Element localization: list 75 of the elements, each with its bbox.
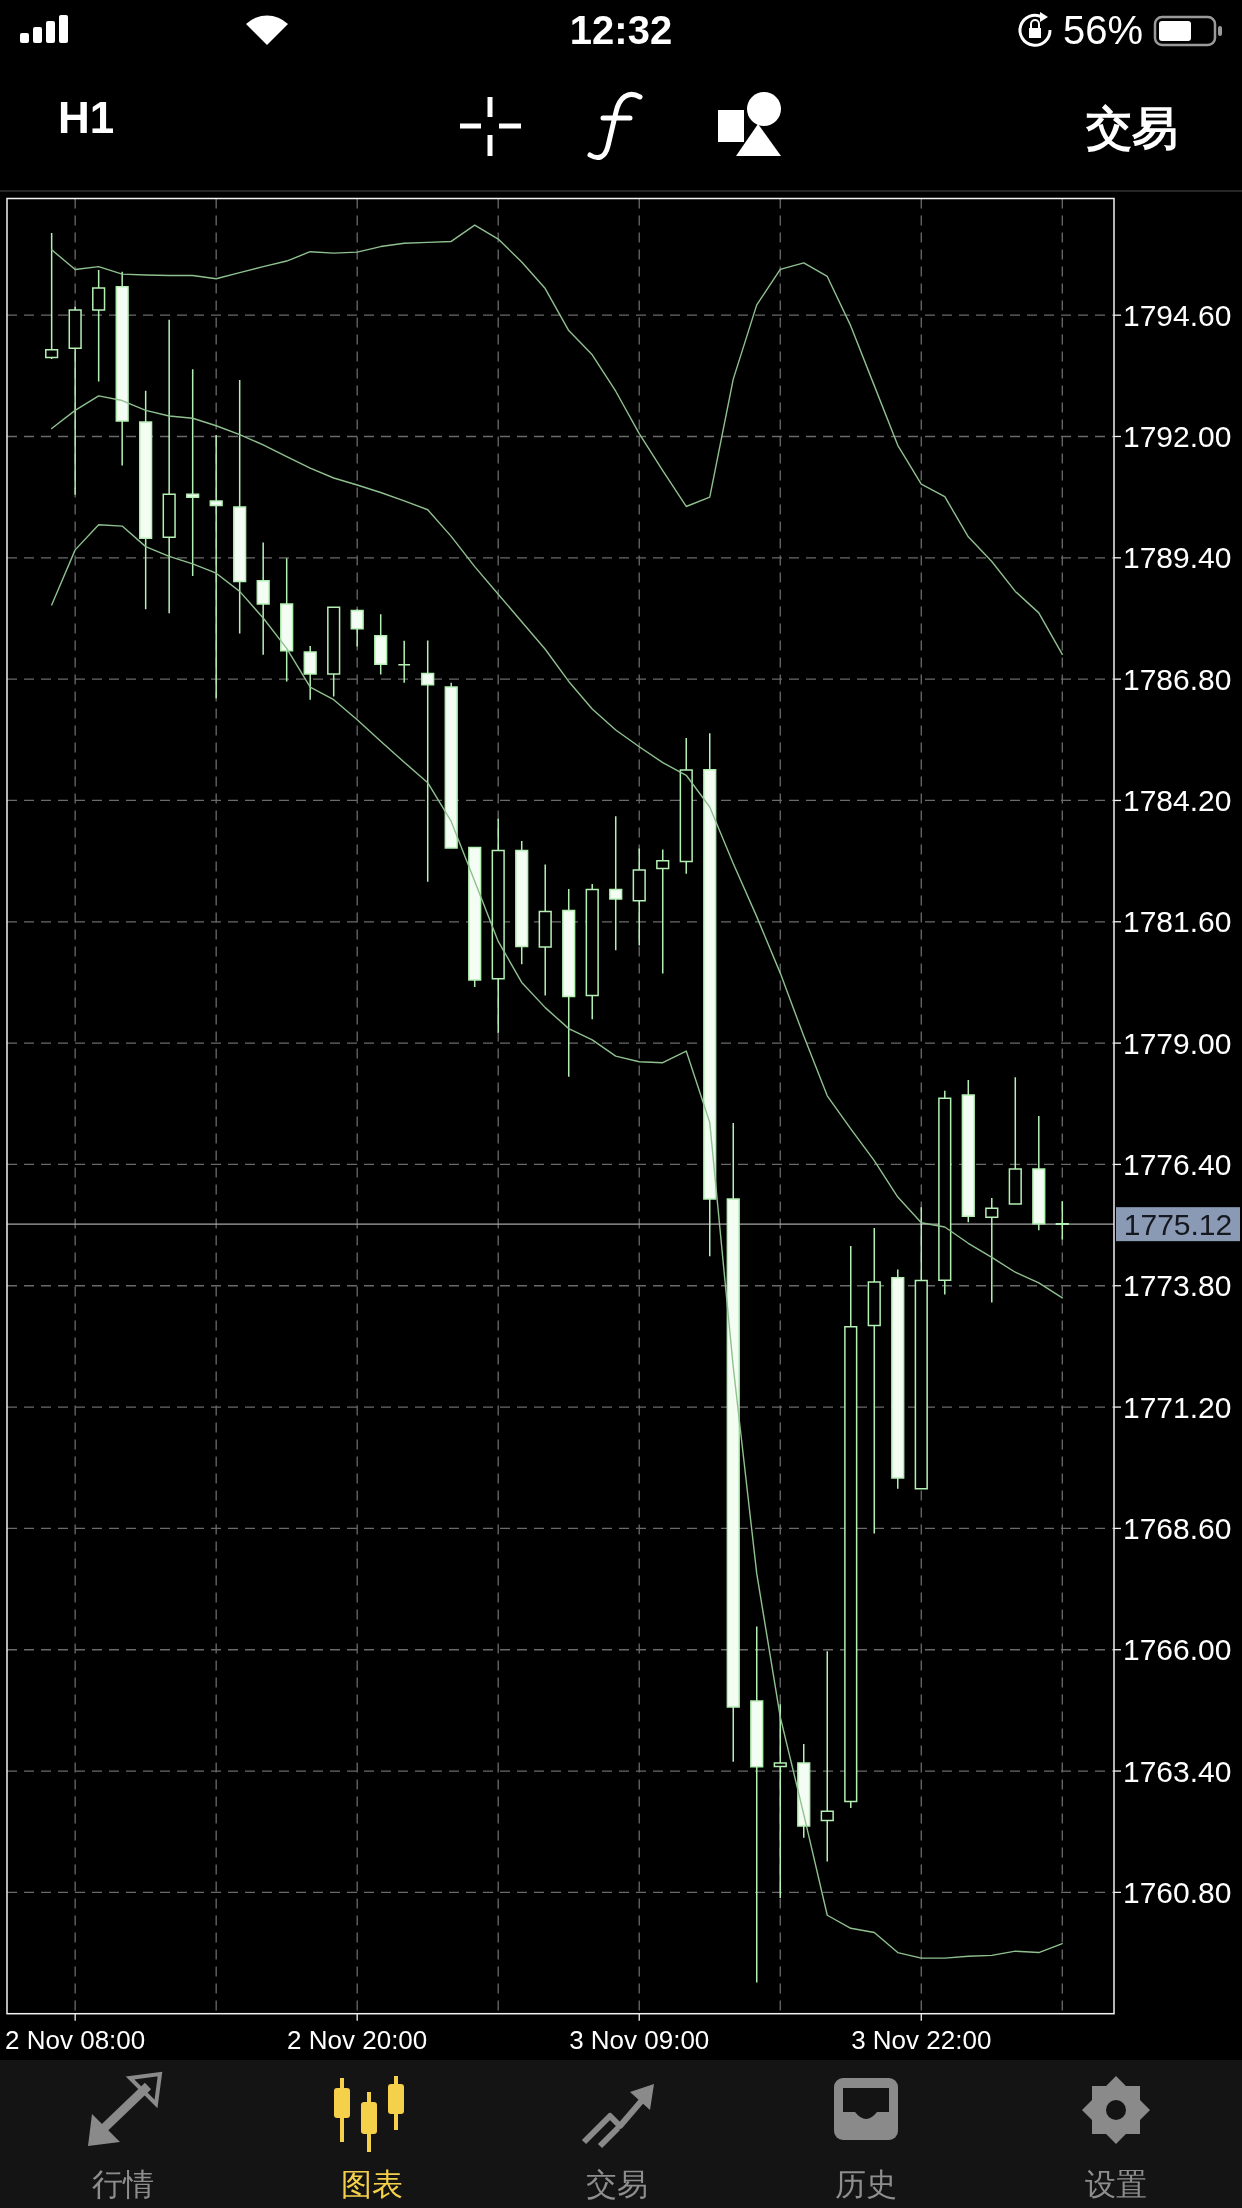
y-tick-label: 1789.40 [1123,541,1232,575]
candlestick [703,732,717,1258]
text: 行情 [92,2166,154,2202]
y-tick-label: 1760.80 [1123,1875,1232,1909]
y-tick-label: 1786.80 [1123,662,1232,696]
candlestick [1055,1200,1069,1241]
candlestick [327,606,341,698]
x-tick-label: 3 Nov 22:00 [851,2025,992,2055]
text: 交易 [1085,102,1178,154]
candlestick [515,840,529,965]
text: 交易 [586,2166,648,2202]
candlestick [938,1089,952,1296]
y-tick-label: 1792.00 [1123,419,1232,453]
candlestick [45,232,59,360]
y-tick-label: 1779.00 [1123,1026,1232,1060]
candlestick [115,271,129,467]
candlestick [233,379,247,635]
candlestick [280,557,294,683]
text: 12:32 [569,8,673,52]
candlestick [468,846,482,988]
candlestick [538,863,552,997]
candlestick [632,847,646,947]
candlestick [820,1650,834,1863]
candlestick [562,888,576,1078]
candlestick [585,883,599,1021]
y-tick-label: 1768.60 [1123,1511,1232,1545]
y-tick-label: 1771.20 [1123,1390,1232,1424]
y-tick-label: 1794.60 [1123,298,1232,332]
candlestick [256,541,270,656]
x-tick-label: 2 Nov 20:00 [287,2025,428,2055]
x-tick-label: 2 Nov 08:00 [5,2025,146,2055]
candlestick [350,608,364,648]
text: 图表 [341,2166,403,2202]
y-tick-label: 1766.00 [1123,1633,1232,1667]
candlestick [961,1079,975,1224]
candlestick [773,1703,787,1899]
line-series [50,523,1063,1959]
x-tick-label: 3 Nov 09:00 [569,2025,710,2055]
y-tick-label: 1781.60 [1123,905,1232,939]
chart-title: H1 [58,92,115,142]
candlestick [162,319,176,615]
line-series [50,395,1063,1299]
candlestick [750,1625,764,1984]
candlestick [491,817,505,1034]
text: 56% [1062,8,1143,52]
candlestick [656,848,670,975]
candlestick [186,368,200,577]
y-tick-label: 1773.80 [1123,1269,1232,1303]
candlestick [68,306,82,496]
text: 设置 [1085,2166,1147,2202]
candlestick [609,815,623,951]
candlestick [421,639,435,883]
y-tick-label: 1784.20 [1123,783,1232,817]
candlestick [985,1197,999,1304]
candlestick [679,737,693,875]
candlestick [303,645,317,701]
candlestick [867,1227,881,1535]
ref-line-label: 1775.12 [1123,1207,1233,1241]
candlestick [914,1206,928,1490]
text: 历史 [835,2166,897,2202]
candlestick [374,613,388,676]
candlestick [1008,1076,1022,1205]
candlestick [797,1743,811,1839]
candlestick [444,682,458,849]
candlestick [397,640,411,684]
y-tick-label: 1776.40 [1123,1147,1232,1181]
y-tick-label: 1763.40 [1123,1754,1232,1788]
candlestick [139,390,153,610]
candlestick [891,1268,905,1490]
candlestick [726,1122,740,1763]
candlestick [1032,1115,1046,1231]
line-series [50,224,1063,656]
candlestick [209,434,223,700]
candlestick [844,1245,858,1809]
candlestick [92,269,106,383]
